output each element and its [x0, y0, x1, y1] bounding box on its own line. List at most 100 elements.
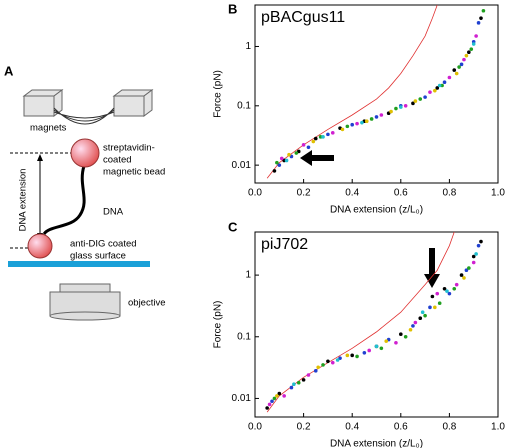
data-point	[272, 396, 277, 401]
data-point	[418, 97, 423, 101]
data-point	[277, 391, 282, 396]
x-tick-label: 0.0	[248, 422, 262, 433]
data-point	[364, 119, 369, 124]
data-point	[301, 378, 306, 382]
data-point	[345, 124, 350, 129]
data-point	[413, 99, 418, 103]
data-point	[447, 75, 452, 80]
data-point	[479, 16, 483, 20]
y-tick-label: 1	[245, 270, 251, 281]
data-point	[289, 385, 294, 390]
data-point	[296, 380, 301, 385]
data-point	[474, 252, 478, 256]
data-point	[379, 113, 384, 117]
bead-label: coated	[103, 155, 132, 166]
data-point	[435, 86, 440, 90]
annotation-arrow	[424, 248, 440, 288]
y-tick-label: 1	[245, 41, 251, 52]
data-point	[367, 348, 372, 353]
data-point	[282, 394, 286, 398]
data-point	[311, 139, 316, 144]
magnets-label: magnets	[30, 123, 67, 134]
data-point	[428, 305, 432, 310]
data-point	[452, 68, 457, 72]
data-point	[374, 344, 379, 349]
data-point	[420, 310, 425, 315]
data-point	[428, 90, 432, 94]
glass-surface	[8, 261, 150, 267]
chart-title: piJ702	[261, 236, 308, 253]
data-point	[471, 254, 476, 259]
data-point	[277, 163, 282, 167]
data-point	[287, 152, 291, 157]
data-point	[462, 276, 466, 280]
data-point	[355, 121, 359, 126]
x-tick-label: 0.2	[297, 422, 311, 433]
data-point	[275, 394, 279, 398]
data-point	[340, 127, 345, 132]
data-point	[469, 47, 474, 51]
data-point	[394, 340, 398, 345]
anchor-bead	[27, 233, 53, 259]
objective-drawing	[49, 283, 121, 321]
data-point	[467, 50, 471, 55]
arrow-head	[37, 154, 43, 161]
panel-label: B	[228, 1, 237, 16]
plot-frame	[254, 4, 499, 184]
data-point	[408, 327, 413, 332]
data-point	[355, 354, 359, 359]
magnetic-bead	[70, 138, 100, 168]
data-point	[447, 291, 452, 296]
x-tick-label: 1.0	[491, 188, 505, 199]
data-point	[389, 109, 393, 114]
data-point	[454, 282, 459, 287]
data-point	[306, 145, 311, 150]
data-point	[481, 8, 486, 13]
data-point	[476, 243, 481, 248]
data-point	[316, 365, 320, 370]
dna-label: DNA	[103, 207, 124, 218]
x-tick-label: 0.4	[345, 422, 359, 433]
surface-label: glass surface	[70, 251, 126, 262]
data-point	[313, 369, 318, 373]
x-axis-label: DNA extension (z/L₀)	[330, 205, 423, 216]
data-point	[369, 117, 374, 121]
data-point	[294, 151, 299, 155]
x-tick-label: 0.6	[394, 188, 408, 199]
data-point	[267, 402, 272, 407]
data-point	[265, 406, 269, 410]
data-point	[442, 286, 447, 291]
y-tick-label: 0.01	[232, 160, 252, 171]
data-point	[457, 65, 461, 69]
x-tick-label: 0.8	[442, 188, 456, 199]
y-tick-label: 0.1	[237, 100, 251, 111]
data-point	[403, 104, 408, 108]
y-tick-label: 0.01	[232, 393, 252, 404]
data-point	[423, 95, 427, 99]
data-point	[270, 399, 274, 404]
extension-label: DNA extension	[18, 169, 29, 232]
data-point	[437, 83, 442, 88]
data-point	[321, 363, 325, 367]
bead-label: magnetic bead	[103, 167, 165, 178]
plot-frame	[254, 231, 499, 418]
data-point	[445, 289, 449, 293]
data-point	[454, 71, 459, 76]
data-point	[399, 105, 403, 109]
x-tick-label: 1.0	[491, 422, 505, 433]
data-point	[476, 21, 481, 25]
data-point	[459, 273, 464, 277]
bead-label: streptavidin-	[103, 143, 155, 154]
data-point	[411, 324, 415, 328]
data-point	[459, 62, 464, 67]
data-point	[433, 305, 437, 310]
y-axis-label: Force (pN)	[213, 301, 224, 349]
data-point	[467, 266, 471, 270]
chart-title: pBACgus11	[261, 9, 345, 26]
data-point	[394, 106, 398, 111]
model-curve	[266, 4, 438, 179]
data-point	[418, 316, 423, 321]
data-point	[430, 294, 435, 299]
data-point	[413, 320, 418, 325]
data-point	[384, 339, 389, 343]
